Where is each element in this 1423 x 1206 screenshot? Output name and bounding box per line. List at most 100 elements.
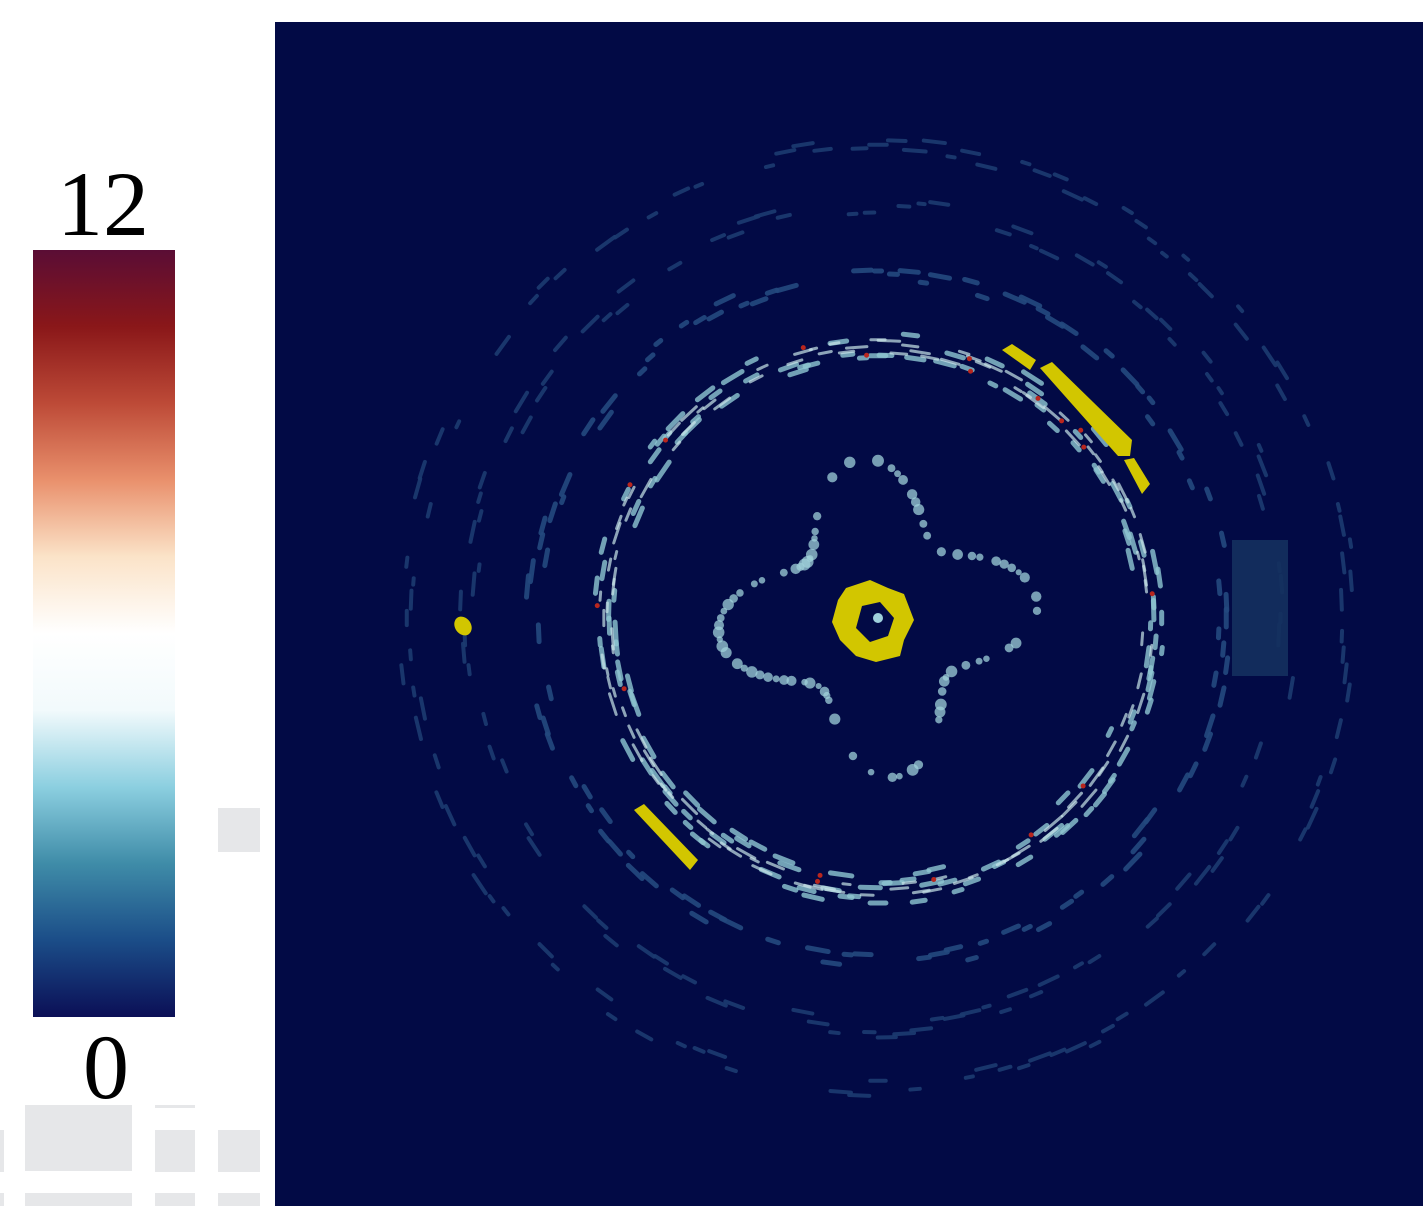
heatmap-feature — [717, 614, 725, 622]
heatmap-feature — [811, 528, 818, 535]
heatmap-feature — [595, 578, 597, 593]
colorbar-max-label: 12 — [57, 153, 149, 255]
heatmap-feature — [990, 383, 996, 386]
gray-block — [0, 1193, 4, 1206]
heatmap-feature — [1341, 590, 1342, 610]
heatmap-feature — [1318, 777, 1321, 784]
heatmap-feature — [1259, 445, 1262, 451]
heatmap-feature — [854, 270, 872, 271]
heatmap-feature — [903, 345, 918, 347]
heatmap-feature — [829, 713, 840, 724]
heatmap-feature — [1162, 647, 1163, 653]
heatmap-feature — [1132, 723, 1135, 729]
heatmap-feature — [613, 689, 615, 697]
heatmap-feature — [910, 1089, 919, 1090]
heatmap-feature — [849, 752, 857, 760]
heatmap-feature — [820, 687, 830, 697]
heatmap-feature — [912, 900, 925, 902]
heatmap-feature — [1150, 591, 1155, 596]
heatmap-feature — [540, 535, 543, 548]
heatmap-feature — [410, 650, 411, 659]
heatmap-feature — [695, 184, 702, 187]
heatmap-feature — [778, 215, 790, 218]
heatmap-feature — [716, 640, 728, 652]
heatmap-feature — [894, 1033, 914, 1034]
heatmap-feature — [947, 156, 954, 157]
heatmap-feature — [650, 441, 654, 447]
heatmap-feature — [806, 549, 818, 561]
heatmap-feature — [891, 888, 908, 889]
page: {"colorbar": {"max": 12, "min": 0, "colo… — [0, 0, 1423, 1206]
heatmap-feature — [1350, 571, 1351, 590]
heatmap-feature — [727, 1068, 736, 1071]
heatmap-feature — [1005, 643, 1014, 652]
heatmap-feature — [1350, 539, 1351, 547]
heatmap-feature — [818, 873, 823, 878]
heatmap-feature — [891, 353, 907, 354]
heatmap-feature — [923, 532, 931, 540]
heatmap-feature — [968, 958, 977, 960]
heatmap-feature — [830, 1032, 839, 1033]
heatmap-feature — [946, 947, 961, 950]
heatmap-feature — [810, 348, 816, 350]
heatmap-feature — [827, 472, 837, 482]
heatmap-feature — [816, 683, 822, 689]
heatmap-feature — [846, 347, 866, 349]
heatmap-feature — [911, 1028, 931, 1030]
highlight-center — [873, 613, 883, 623]
heatmap-feature — [930, 275, 949, 278]
heatmap-feature — [1138, 552, 1140, 559]
heatmap-feature — [801, 679, 808, 686]
gray-block — [155, 1130, 195, 1172]
heatmap-feature — [983, 1006, 989, 1008]
heatmap-feature — [849, 1095, 869, 1096]
heatmap-feature — [768, 939, 779, 942]
heatmap-feature — [976, 554, 983, 561]
heatmap-feature — [602, 562, 605, 578]
heatmap-feature — [615, 552, 617, 559]
heatmap-feature — [954, 890, 962, 892]
heatmap-feature — [815, 879, 820, 884]
heatmap-feature — [937, 547, 946, 556]
heatmap-feature — [930, 952, 947, 955]
heatmap-feature — [915, 871, 929, 873]
heatmap-feature — [966, 1076, 973, 1077]
heatmap-feature — [932, 1018, 943, 1020]
heatmap-feature — [406, 558, 407, 567]
heatmap-feature — [853, 148, 867, 149]
heatmap-feature — [741, 303, 747, 306]
heatmap-feature — [839, 351, 853, 353]
heatmap-feature — [980, 941, 986, 943]
heatmap-feature — [801, 345, 806, 350]
heatmap-feature — [907, 357, 924, 359]
heatmap-feature — [1108, 729, 1111, 736]
heatmap-feature — [929, 867, 944, 870]
heatmap-feature — [977, 295, 987, 298]
gray-block — [25, 1193, 132, 1206]
heatmap-feature — [537, 706, 540, 718]
heatmap-feature — [763, 672, 773, 682]
heatmap-feature — [456, 421, 459, 427]
heatmap-feature — [714, 620, 724, 630]
heatmap-feature — [1345, 664, 1347, 682]
colorbar-min-label: 0 — [83, 1016, 129, 1118]
heatmap-feature — [629, 852, 633, 856]
heatmap-feature — [1232, 540, 1288, 676]
heatmap-feature — [888, 773, 897, 782]
heatmap-feature — [1149, 398, 1153, 403]
heatmap-feature — [920, 282, 927, 283]
heatmap-feature — [600, 639, 601, 646]
gray-block — [155, 1193, 195, 1206]
heatmap-feature — [1151, 645, 1152, 655]
heatmap-feature — [681, 322, 686, 326]
gray-block — [218, 1193, 260, 1206]
heatmap-feature — [830, 1091, 850, 1093]
heatmap-feature — [469, 665, 470, 674]
heatmap-feature — [600, 592, 601, 600]
heatmap-feature — [479, 511, 481, 521]
heatmap-feature — [999, 559, 1008, 568]
heatmap-feature — [1146, 648, 1149, 666]
heatmap-feature — [549, 687, 552, 699]
heatmap-feature — [411, 591, 412, 609]
heatmap-feature — [913, 504, 924, 515]
